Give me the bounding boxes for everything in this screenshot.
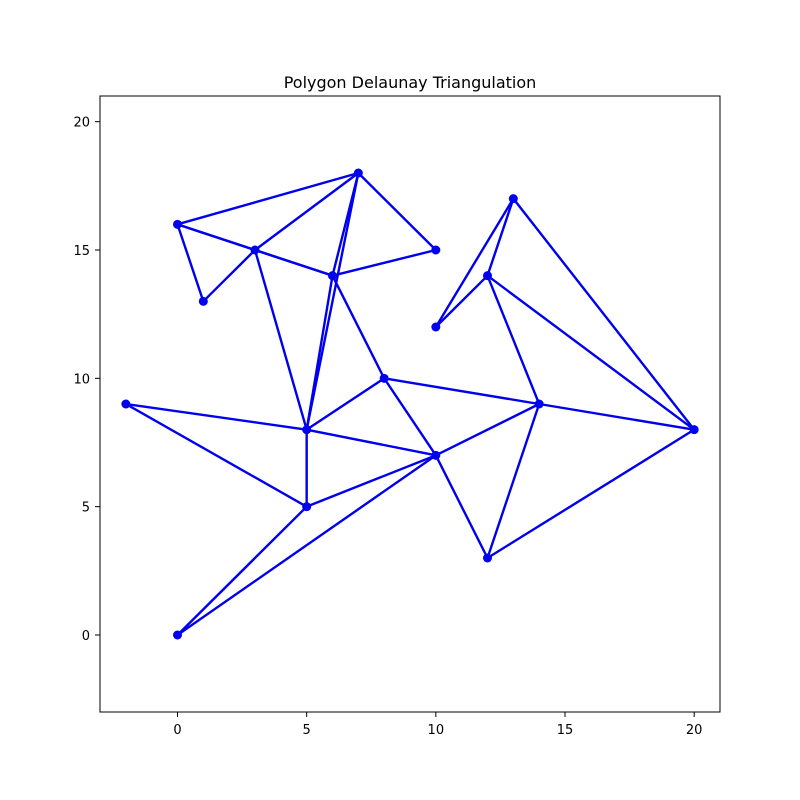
point-5 [431, 245, 441, 255]
point-2 [250, 245, 260, 255]
point-14 [689, 425, 699, 435]
edge-13 [331, 274, 386, 380]
edge-26 [486, 402, 541, 560]
edge-27 [486, 428, 696, 560]
x-tick-label: 0 [173, 723, 181, 738]
edge-18 [305, 454, 438, 508]
y-tick-label: 10 [73, 372, 90, 387]
edge-25 [434, 454, 489, 560]
edge-15 [382, 377, 438, 457]
y-tick-label: 20 [73, 116, 90, 131]
y-tick-label: 0 [82, 629, 90, 644]
x-tick-label: 20 [686, 723, 703, 738]
edge-8 [357, 171, 438, 252]
plot-frame [99, 95, 721, 713]
point-7 [302, 502, 312, 512]
point-8 [379, 373, 389, 383]
point-12 [534, 399, 544, 409]
edge-28 [537, 402, 696, 431]
points-layer [121, 168, 699, 640]
edge-12 [305, 171, 360, 431]
point-0 [173, 219, 182, 229]
point-4 [328, 271, 337, 281]
edge-9 [331, 248, 438, 277]
ticks-layer: 0 5 10 15 20 0 5 10 15 20 [73, 116, 702, 738]
point-11 [173, 630, 182, 640]
point-6 [302, 425, 312, 435]
edge-23 [382, 377, 541, 406]
point-13 [483, 553, 492, 563]
edge-16 [305, 428, 438, 457]
edge-20 [124, 402, 308, 508]
edge-10 [253, 248, 308, 431]
edge-14 [305, 377, 386, 431]
edge-29 [486, 274, 541, 406]
chart-title: Polygon Delaunay Triangulation [284, 73, 537, 92]
edge-34 [434, 274, 489, 329]
x-tick-label: 10 [428, 723, 445, 738]
edges-layer [124, 171, 696, 637]
edge-22 [176, 454, 438, 637]
y-tick-label: 5 [82, 501, 90, 516]
edge-33 [434, 197, 515, 329]
y-tick-label: 15 [73, 244, 90, 259]
edge-21 [176, 505, 308, 637]
edge-1 [202, 248, 257, 303]
edge-30 [486, 274, 696, 431]
point-1 [198, 296, 208, 306]
x-tick-label: 15 [557, 723, 574, 738]
edge-32 [486, 197, 515, 277]
edge-24 [434, 402, 541, 457]
edge-4 [253, 171, 360, 252]
point-15 [483, 271, 492, 281]
x-tick-label: 5 [303, 723, 311, 738]
point-10 [121, 399, 131, 409]
point-9 [431, 450, 441, 460]
edge-19 [124, 402, 308, 431]
edge-0 [176, 223, 205, 303]
point-16 [508, 194, 518, 204]
edge-31 [512, 197, 696, 431]
point-3 [353, 168, 363, 178]
edge-3 [176, 171, 360, 226]
point-17 [431, 322, 441, 332]
